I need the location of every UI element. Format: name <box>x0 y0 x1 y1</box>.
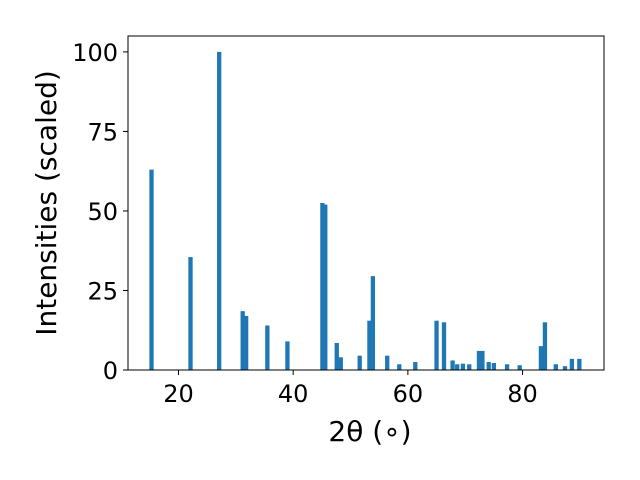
bar <box>434 320 439 370</box>
x-ticks-group: 20 40 60 80 <box>163 370 538 408</box>
x-tick-label: 80 <box>507 380 538 408</box>
bar <box>385 355 390 370</box>
bar <box>243 315 249 370</box>
bar <box>553 364 558 370</box>
bar <box>569 358 575 370</box>
bar <box>357 355 362 370</box>
bar <box>542 322 548 370</box>
bar <box>188 257 193 370</box>
bar <box>149 169 154 370</box>
bar <box>476 350 482 370</box>
bar <box>240 311 245 370</box>
x-tick-label: 20 <box>163 380 194 408</box>
bar <box>491 363 497 370</box>
bar <box>397 364 402 370</box>
bar <box>441 322 447 370</box>
x-tick-label: 60 <box>393 380 424 408</box>
y-tick-label: 0 <box>103 357 118 385</box>
y-tick-label: 75 <box>87 118 118 146</box>
bar <box>367 320 372 370</box>
bar <box>467 364 472 370</box>
bar <box>460 363 466 370</box>
bar <box>323 204 328 370</box>
bar <box>334 342 339 370</box>
bar <box>265 325 270 370</box>
plot-frame <box>127 35 605 371</box>
y-tick-label: 50 <box>87 198 118 226</box>
bar <box>285 341 290 370</box>
bar <box>480 350 485 370</box>
bars-group <box>149 51 582 371</box>
bar <box>338 357 343 370</box>
bar <box>370 276 376 370</box>
bar <box>562 366 568 370</box>
y-axis-label: Intensities (scaled) <box>30 70 63 336</box>
bar <box>577 358 582 370</box>
bar <box>450 360 455 370</box>
x-axis-label: 2θ (∘) <box>328 415 411 448</box>
bar <box>486 362 491 370</box>
bar <box>320 203 325 370</box>
x-tick-label: 40 <box>278 380 309 408</box>
y-ticks-group: 0 25 50 75 100 <box>72 39 128 385</box>
bar <box>455 364 460 370</box>
bar <box>517 365 522 370</box>
y-tick-label: 100 <box>72 39 118 67</box>
y-tick-label: 25 <box>87 277 118 305</box>
bar <box>413 362 418 370</box>
bar <box>217 51 222 371</box>
bar <box>504 364 510 370</box>
bar <box>538 346 544 370</box>
